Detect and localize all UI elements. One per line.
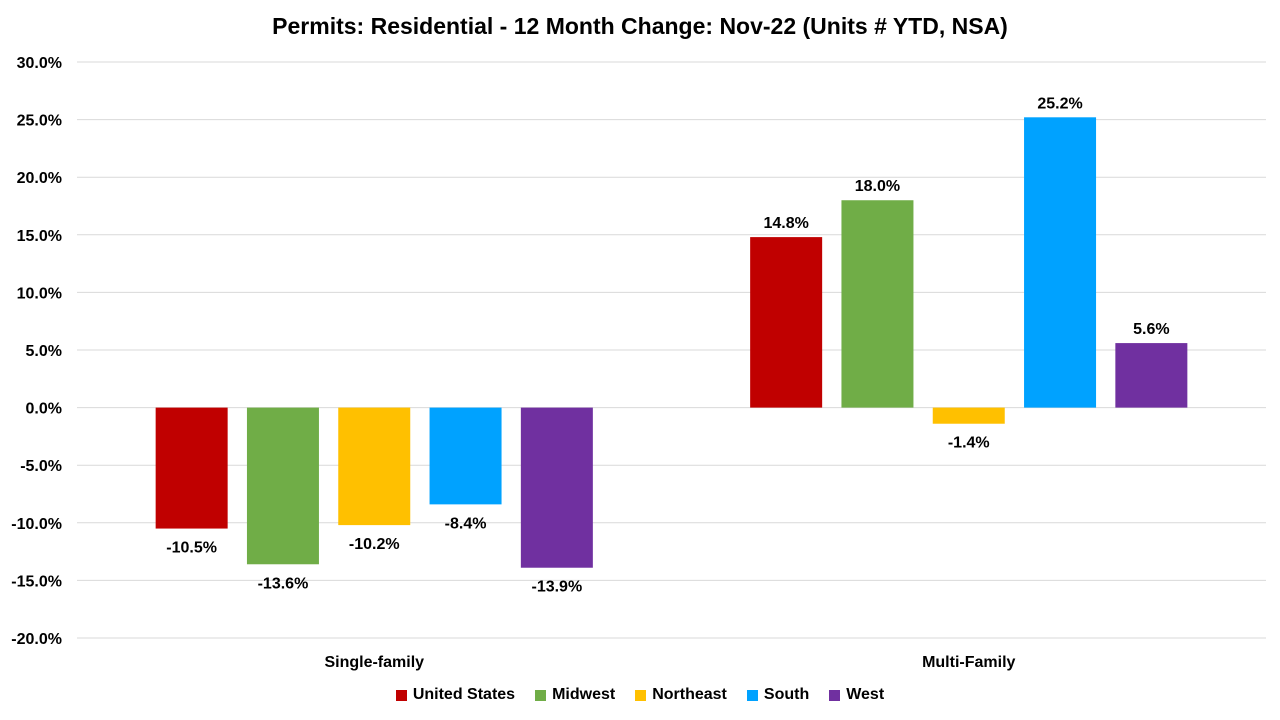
legend-label: South <box>763 686 810 703</box>
legend-swatch <box>535 689 547 701</box>
data-label: -13.6% <box>258 575 309 592</box>
bar <box>750 237 823 408</box>
bar <box>1024 117 1097 408</box>
data-label: -1.4% <box>948 435 990 452</box>
bar <box>246 407 319 565</box>
y-tick-label: -5.0% <box>20 458 62 475</box>
y-tick-label: -15.0% <box>11 573 62 590</box>
legend-item: West <box>829 686 884 704</box>
bar <box>841 200 914 408</box>
bar <box>155 407 228 529</box>
data-label: -10.2% <box>349 536 400 553</box>
y-tick-label: 5.0% <box>26 343 62 360</box>
y-tick-label: 0.0% <box>26 401 62 418</box>
legend-item: Northeast <box>635 686 727 704</box>
legend-swatch <box>829 689 841 701</box>
legend-label: West <box>846 686 885 703</box>
y-tick-label: 20.0% <box>17 170 62 187</box>
y-tick-label: -10.0% <box>11 516 62 533</box>
y-tick-label: 25.0% <box>17 113 62 130</box>
data-label: -8.4% <box>445 515 487 532</box>
y-tick-label: 30.0% <box>17 55 62 72</box>
legend-label: United States <box>412 686 516 703</box>
bar <box>429 407 502 505</box>
x-category-label: Multi-Family <box>922 654 1015 671</box>
chart-title: Permits: Residential - 12 Month Change: … <box>272 13 1008 39</box>
data-label: -13.9% <box>531 579 582 596</box>
bar <box>1115 343 1188 408</box>
data-label: 5.6% <box>1133 321 1169 338</box>
x-category-label: Single-family <box>324 654 424 671</box>
legend-swatch <box>635 689 647 701</box>
legend-swatch <box>746 689 758 701</box>
legend-label: Northeast <box>652 686 727 703</box>
data-label: 14.8% <box>763 215 808 232</box>
y-tick-label: 15.0% <box>17 228 62 245</box>
data-label: -10.5% <box>166 540 217 557</box>
legend-item: United States <box>395 686 516 704</box>
y-tick-label: 10.0% <box>17 285 62 302</box>
legend-item: South <box>746 686 810 704</box>
y-tick-label: -20.0% <box>11 631 62 648</box>
bar <box>520 407 593 568</box>
legend-item: Midwest <box>535 686 615 704</box>
chart-legend: United States Midwest Northeast South West <box>0 686 1280 704</box>
data-label: 25.2% <box>1037 95 1082 112</box>
legend-label: Midwest <box>552 686 616 703</box>
legend-swatch <box>395 689 407 701</box>
bar <box>338 407 411 526</box>
data-label: 18.0% <box>855 178 900 195</box>
bar <box>932 407 1005 424</box>
